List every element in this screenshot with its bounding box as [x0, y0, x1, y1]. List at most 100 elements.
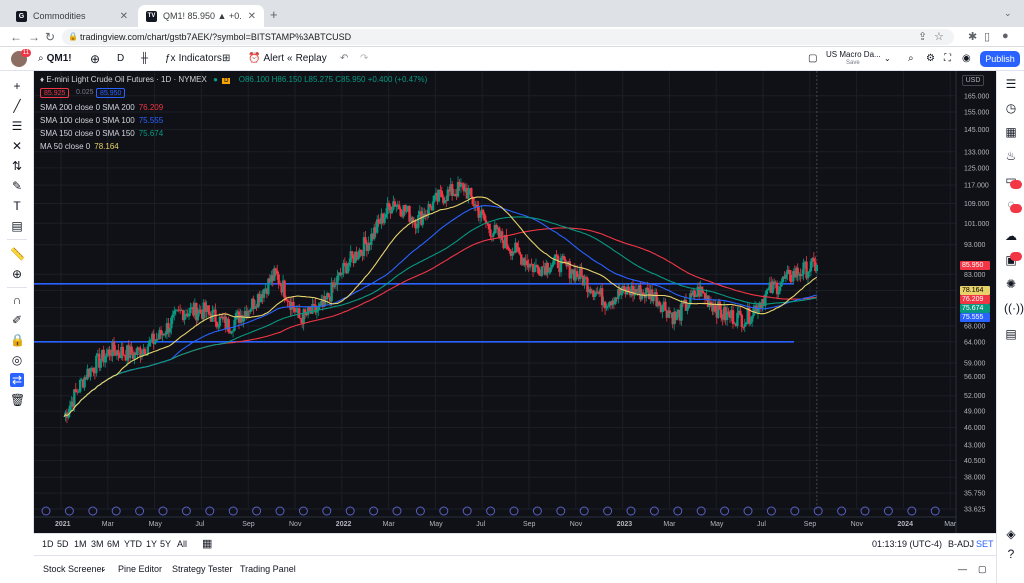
redo-icon[interactable]: ↷ — [360, 53, 369, 64]
indicators-button[interactable]: ƒx Indicators — [165, 51, 222, 67]
camera-icon[interactable]: ◉ — [962, 53, 971, 64]
range-button-1m[interactable]: 1M — [74, 539, 87, 549]
candle-body — [177, 309, 180, 311]
messages-icon[interactable]: ▤ — [1005, 327, 1017, 341]
close-icon[interactable]: ✕ — [119, 10, 128, 22]
back-icon[interactable]: ← — [10, 30, 22, 44]
broadcast-icon[interactable]: ((·)) — [1004, 301, 1024, 315]
time-tick-label: Sep — [523, 521, 536, 528]
chevron-down-icon[interactable]: ⌄ — [1004, 8, 1012, 18]
templates-grid-icon[interactable]: ⊞ — [222, 53, 231, 64]
tab-trading-panel[interactable]: Trading Panel — [240, 564, 296, 574]
gear-icon[interactable]: ⚙ — [926, 53, 935, 64]
trend-line-icon[interactable]: ╱ — [13, 99, 21, 113]
adjustment-toggle[interactable]: B-ADJ — [948, 539, 975, 549]
new-tab-icon[interactable]: + — [270, 7, 278, 22]
layout-save-button[interactable]: US Macro Da... Save — [826, 50, 881, 68]
layers-icon[interactable]: ◈ — [1006, 527, 1016, 541]
maximize-panel-icon[interactable]: ▢ — [978, 564, 987, 574]
tab-strategy-tester[interactable]: Strategy Tester — [172, 564, 233, 574]
url-field[interactable]: 🔒 tradingview.com/chart/gstb7AEK/?symbol… — [62, 29, 954, 45]
bid-price[interactable]: 85.925 — [40, 88, 70, 98]
trash-icon[interactable]: 🗑 — [10, 393, 26, 407]
fib-icon[interactable]: ☰ — [11, 119, 23, 133]
ask-price[interactable]: 85.950 — [96, 88, 126, 98]
forward-icon[interactable]: → — [28, 30, 40, 44]
study-legend-0[interactable]: SMA 200 close 0 SMA 200 76.209 — [40, 103, 163, 112]
range-button-3m[interactable]: 3M — [91, 539, 104, 549]
layout-icon[interactable]: ▢ — [808, 53, 818, 64]
browser-tab-tradingview[interactable]: TV QM1! 85.950 ▲ +0.47% US M... ✕ — [138, 5, 264, 27]
undo-icon[interactable]: ↶ — [340, 53, 349, 64]
interval-button[interactable]: D — [117, 53, 125, 64]
study-legend-1[interactable]: SMA 100 close 0 SMA 100 75.555 — [40, 116, 163, 125]
stay-drawing-icon[interactable]: ✐ — [11, 313, 23, 327]
candle-body — [203, 302, 207, 313]
range-button-all[interactable]: All — [177, 539, 188, 549]
hotlists-fire-icon[interactable]: ♨ — [1005, 149, 1017, 163]
extension-icon[interactable]: ✱ — [968, 31, 978, 43]
session-toggle[interactable]: SET — [976, 539, 994, 549]
browser-tab-commodities[interactable]: G Commodities ✕ — [8, 5, 136, 27]
tab-pine-editor[interactable]: Pine Editor — [118, 564, 163, 574]
close-icon[interactable]: ✕ — [247, 10, 256, 22]
range-button-5y[interactable]: 5Y — [160, 539, 172, 549]
data-window-icon[interactable]: ▦ — [1005, 125, 1017, 139]
chart-type-candles-icon[interactable]: ╫ — [141, 53, 149, 64]
bookmark-star-icon[interactable]: ☆ — [934, 31, 944, 43]
goto-date-calendar-icon[interactable]: ▦ — [202, 538, 213, 550]
profile-icon[interactable]: ● — [1002, 30, 1009, 42]
sync-drawings-icon[interactable]: ⇄ — [10, 373, 24, 387]
candle-body — [508, 249, 511, 251]
alerts-clock-icon[interactable]: ◷ — [1005, 101, 1017, 115]
chevron-down-icon[interactable]: ⌄ — [100, 564, 107, 573]
text-icon[interactable]: T — [13, 199, 21, 213]
range-button-ytd[interactable]: YTD — [124, 539, 142, 549]
range-button-5d[interactable]: 5D — [57, 539, 69, 549]
price-chart[interactable]: 165.000 155.000 145.000 133.000 125.000 117.0… — [34, 71, 996, 533]
chevron-down-icon[interactable]: ⌄ — [884, 54, 891, 63]
alert-button[interactable]: ⏰ Alert — [248, 51, 284, 67]
brush-icon[interactable]: ✎ — [11, 179, 23, 193]
watchlist-icon[interactable]: ☰ — [1005, 77, 1017, 91]
reload-icon[interactable]: ↻ — [45, 30, 56, 44]
minimize-panel-icon[interactable]: — — [958, 564, 967, 574]
ruler-icon[interactable]: 📏 — [10, 247, 25, 261]
range-button-1y[interactable]: 1Y — [146, 539, 158, 549]
currency-selector[interactable]: USD — [962, 75, 984, 86]
pattern-icon[interactable]: ✕ — [11, 139, 23, 153]
zoom-in-icon[interactable]: ⊕ — [11, 267, 23, 281]
prediction-icon[interactable]: ⇅ — [11, 159, 23, 173]
candle-body — [792, 271, 795, 282]
lock-drawings-icon[interactable]: 🔒 — [10, 333, 25, 347]
sidepanel-icon[interactable]: ▯ — [984, 31, 991, 43]
price-tick-label: 133.000 — [964, 149, 989, 156]
horizontal-levels[interactable] — [34, 283, 794, 343]
streams-icon[interactable]: ✺ — [1005, 277, 1017, 291]
quick-search-icon[interactable]: ⌕ — [908, 53, 914, 64]
magnet-icon[interactable]: ∩ — [12, 293, 22, 307]
candle-body — [587, 289, 591, 293]
eye-icon[interactable]: ◎ — [11, 353, 23, 367]
price-axis[interactable]: 165.000 155.000 145.000 133.000 125.000 117.0… — [955, 71, 989, 533]
time-axis[interactable]: 2021 Mar May Jul Sep Nov 2022 Mar May Jul Sep Nov 20… — [34, 516, 957, 528]
fullscreen-icon[interactable]: ⛶ — [944, 53, 951, 64]
study-legend-3[interactable]: MA 50 close 0 78.164 — [40, 142, 119, 151]
range-button-1d[interactable]: 1D — [42, 539, 54, 549]
help-icon[interactable]: ? — [1007, 547, 1015, 561]
chart-pane[interactable]: 165.000 155.000 145.000 133.000 125.000 117.0… — [34, 71, 996, 533]
crosshair-icon[interactable]: + — [13, 79, 21, 93]
range-button-6m[interactable]: 6M — [107, 539, 120, 549]
study-legend-2[interactable]: SMA 150 close 0 SMA 150 75.674 — [40, 129, 163, 138]
note-icon[interactable]: ▤ — [11, 219, 23, 233]
clock-timezone[interactable]: 01:13:19 (UTC-4) — [872, 539, 943, 549]
compare-add-icon[interactable]: ⊕ — [90, 52, 101, 66]
publish-button[interactable]: Publish — [980, 51, 1020, 67]
tab-stock-screener[interactable]: Stock Screener — [43, 564, 105, 574]
share-icon[interactable]: ⇪ — [918, 31, 928, 43]
symbol-search-button[interactable]: ⌕ QM1! — [38, 51, 72, 67]
candle-body — [409, 217, 413, 222]
chats-icon[interactable]: ☁ — [1005, 229, 1017, 243]
replay-button[interactable]: « Replay — [287, 51, 327, 67]
candle-body — [418, 211, 422, 216]
